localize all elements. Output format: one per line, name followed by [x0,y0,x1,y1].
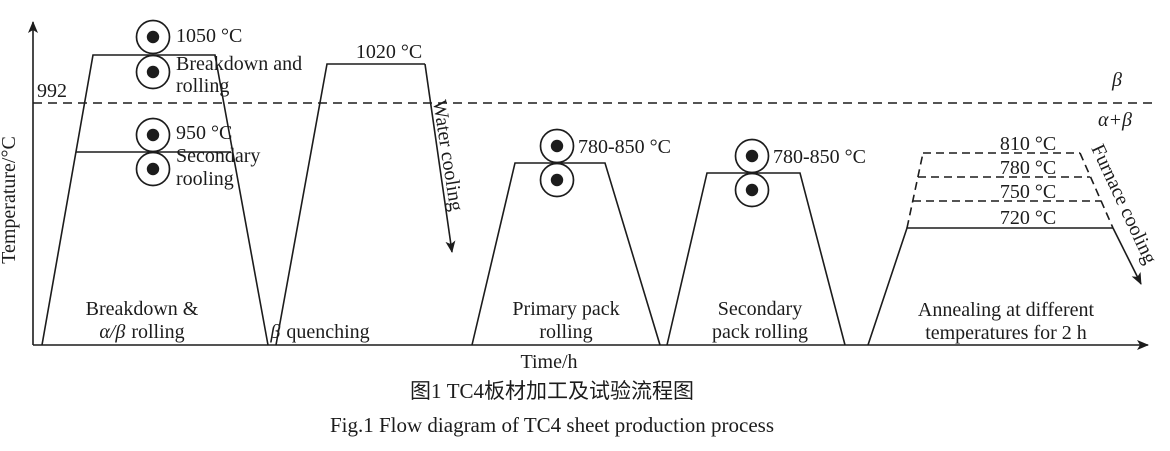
stage-primary-pack-rolling: 780-850 °C Primary pack rolling [471,128,671,346]
temp-810-label: 810 °C [1000,133,1056,155]
roller-dot-icon [146,30,160,44]
beta-transus-value: 992 [37,80,67,102]
axes: Temperature/°C Time/h [0,21,1149,373]
temp-1050-label: 1050 °C [176,25,242,47]
roller-dot-icon [550,139,564,153]
breakdown-rolling-note-line1: Breakdown and [176,53,302,75]
stage-primary-label-line2: rolling [539,321,592,343]
stage-quenching-label-rest: quenching [286,321,369,343]
roller-dot-icon [146,162,160,176]
stage-breakdown-label-greek: α/β [99,321,125,343]
caption-chinese: 图1 TC4板材加工及试验流程图 [410,379,694,403]
roller-dot-icon [745,183,759,197]
temp-950-label: 950 °C [176,122,232,144]
roller-dot-icon [550,173,564,187]
stage-annealing-label-line2: temperatures for 2 h [925,322,1087,344]
secondary-rolling-note-line1: Secondary [176,145,260,167]
temp-780-label: 780 °C [1000,157,1056,179]
stage-secondary-label-line1: Secondary [718,298,802,320]
x-axis-label: Time/h [520,351,577,373]
phase-label-alpha-beta: α+β [1098,109,1132,131]
secondary-rolling-note-line2: rooling [176,168,234,190]
stage-secondary-pack-rolling: 780-850 °C Secondary pack rolling [666,138,866,346]
stage-quenching-label: β quenching [269,321,369,343]
stage-primary-label-line1: Primary pack [512,298,619,320]
roller-dot-icon [146,128,160,142]
temp-1020-label: 1020 °C [356,41,422,63]
caption-english: Fig.1 Flow diagram of TC4 sheet producti… [330,413,774,437]
stage-quenching-outline [275,63,425,346]
temp-780-850-secondary-label: 780-850 °C [773,146,866,168]
annealing-left-dashed-slope [906,152,924,229]
stage-breakdown-label-rest: rolling [131,321,184,343]
stage-breakdown-label-line1: Breakdown & [86,298,199,320]
water-cooling-arrow [424,63,456,253]
breakdown-rolling-note-line2: rolling [176,75,229,97]
roller-pair-icon [539,128,575,198]
stage-breakdown-rolling: 1050 °C Breakdown and rolling 950 °C Sec… [41,19,302,346]
beta-transus: 992 β α+β [33,69,1157,131]
stage-quenching-label-greek: β [269,321,280,343]
stage-annealing-label-line1: Annealing at different [918,299,1095,321]
roller-pair-icon [734,138,770,208]
temp-780-850-primary-label: 780-850 °C [578,136,671,158]
stage-secondary-label-line2: pack rolling [712,321,808,343]
furnace-cooling-arrow [1112,227,1142,285]
temp-720-label: 720 °C [1000,207,1056,229]
figure-captions: 图1 TC4板材加工及试验流程图 Fig.1 Flow diagram of T… [330,379,774,437]
annealing-right-dashed-slope [1079,152,1114,229]
phase-label-beta: β [1111,69,1122,91]
roller-dot-icon [745,149,759,163]
roller-pair-icon [135,19,171,90]
stage-beta-quenching: 1020 °C Water cooling β quenching [269,41,467,346]
temp-750-label: 750 °C [1000,181,1056,203]
y-axis-label: Temperature/°C [0,136,20,264]
roller-pair-icon [135,117,171,187]
water-cooling-label: Water cooling [428,98,467,212]
roller-dot-icon [146,65,160,79]
stage-annealing: 810 °C 780 °C 750 °C 720 °C Furnace cool… [867,133,1161,346]
stage-breakdown-label-line2: α/β rolling [99,321,184,343]
